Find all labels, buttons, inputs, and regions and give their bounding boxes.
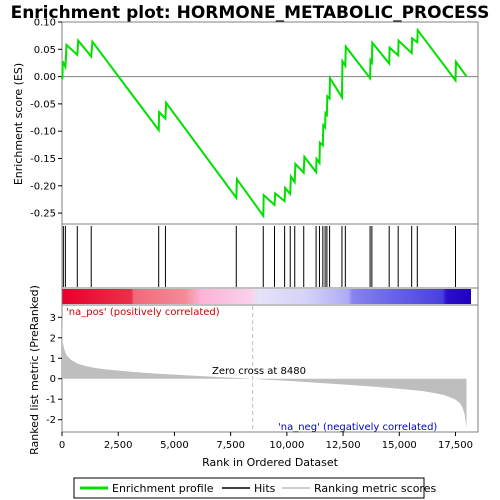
es-ytick-label: -0.20 [30,181,56,192]
es-panel-frame [61,21,479,225]
metric-ytick-label: 1 [50,354,56,365]
es-y-axis-label: Enrichment score (ES) [12,63,25,185]
metric-ytick-label: -2 [46,415,56,426]
legend-metric-label: Ranking metric scores [314,482,436,495]
metric-ytick-label: 3 [50,313,56,324]
hits-panel-frame [61,223,479,289]
es-ytick-label: -0.05 [30,99,56,110]
zero-cross-label: Zero cross at 8480 [212,366,306,377]
metric-panel-frame [61,304,479,433]
metric-y-axis-label: Ranked list metric (PreRanked) [28,285,41,455]
es-ytick-label: -0.10 [30,127,56,138]
es-ytick-label: 0.05 [34,45,56,56]
xtick-label: 12,500 [326,440,361,451]
neg-correlated-label: 'na_neg' (negatively correlated) [278,422,437,433]
es-ytick-label: 0.00 [34,72,56,83]
xtick-label: 10,000 [269,440,304,451]
xtick-label: 15,000 [382,440,417,451]
es-ytick-label: -0.15 [30,154,56,165]
metric-ytick-label: 2 [50,333,56,344]
es-ytick-label: -0.25 [30,209,56,220]
xtick-label: 17,500 [438,440,473,451]
metric-ytick-label: 0 [50,374,56,385]
xtick-label: 0 [59,440,65,451]
metric-panel: 3 2 1 0 -1 -2 0 2,500 5,000 7,500 10,000 12,500 15,… [28,285,479,469]
legend: Enrichment profile Hits Ranking metric s… [73,477,436,499]
hits-panel [61,223,479,289]
xtick-label: 7,500 [216,440,245,451]
xtick-label: 2,500 [104,440,133,451]
rank-color-bar [62,289,471,304]
legend-hits-label: Hits [254,482,276,495]
pos-correlated-label: 'na_pos' (positively correlated) [66,307,220,318]
legend-enrichment-label: Enrichment profile [112,482,214,495]
metric-ytick-label: -1 [46,395,56,406]
chart-title: Enrichment plot: HORMONE_METABOLIC_PROCE… [11,3,490,23]
es-ytick-label: 0.10 [34,18,56,29]
x-axis-label: Rank in Ordered Dataset [202,456,339,469]
xtick-label: 5,000 [160,440,189,451]
enrichment-profile-line [61,27,468,219]
es-panel: 0.10 0.05 0.00 -0.05 -0.10 -0.15 -0.20 -0.25 En… [12,18,479,225]
